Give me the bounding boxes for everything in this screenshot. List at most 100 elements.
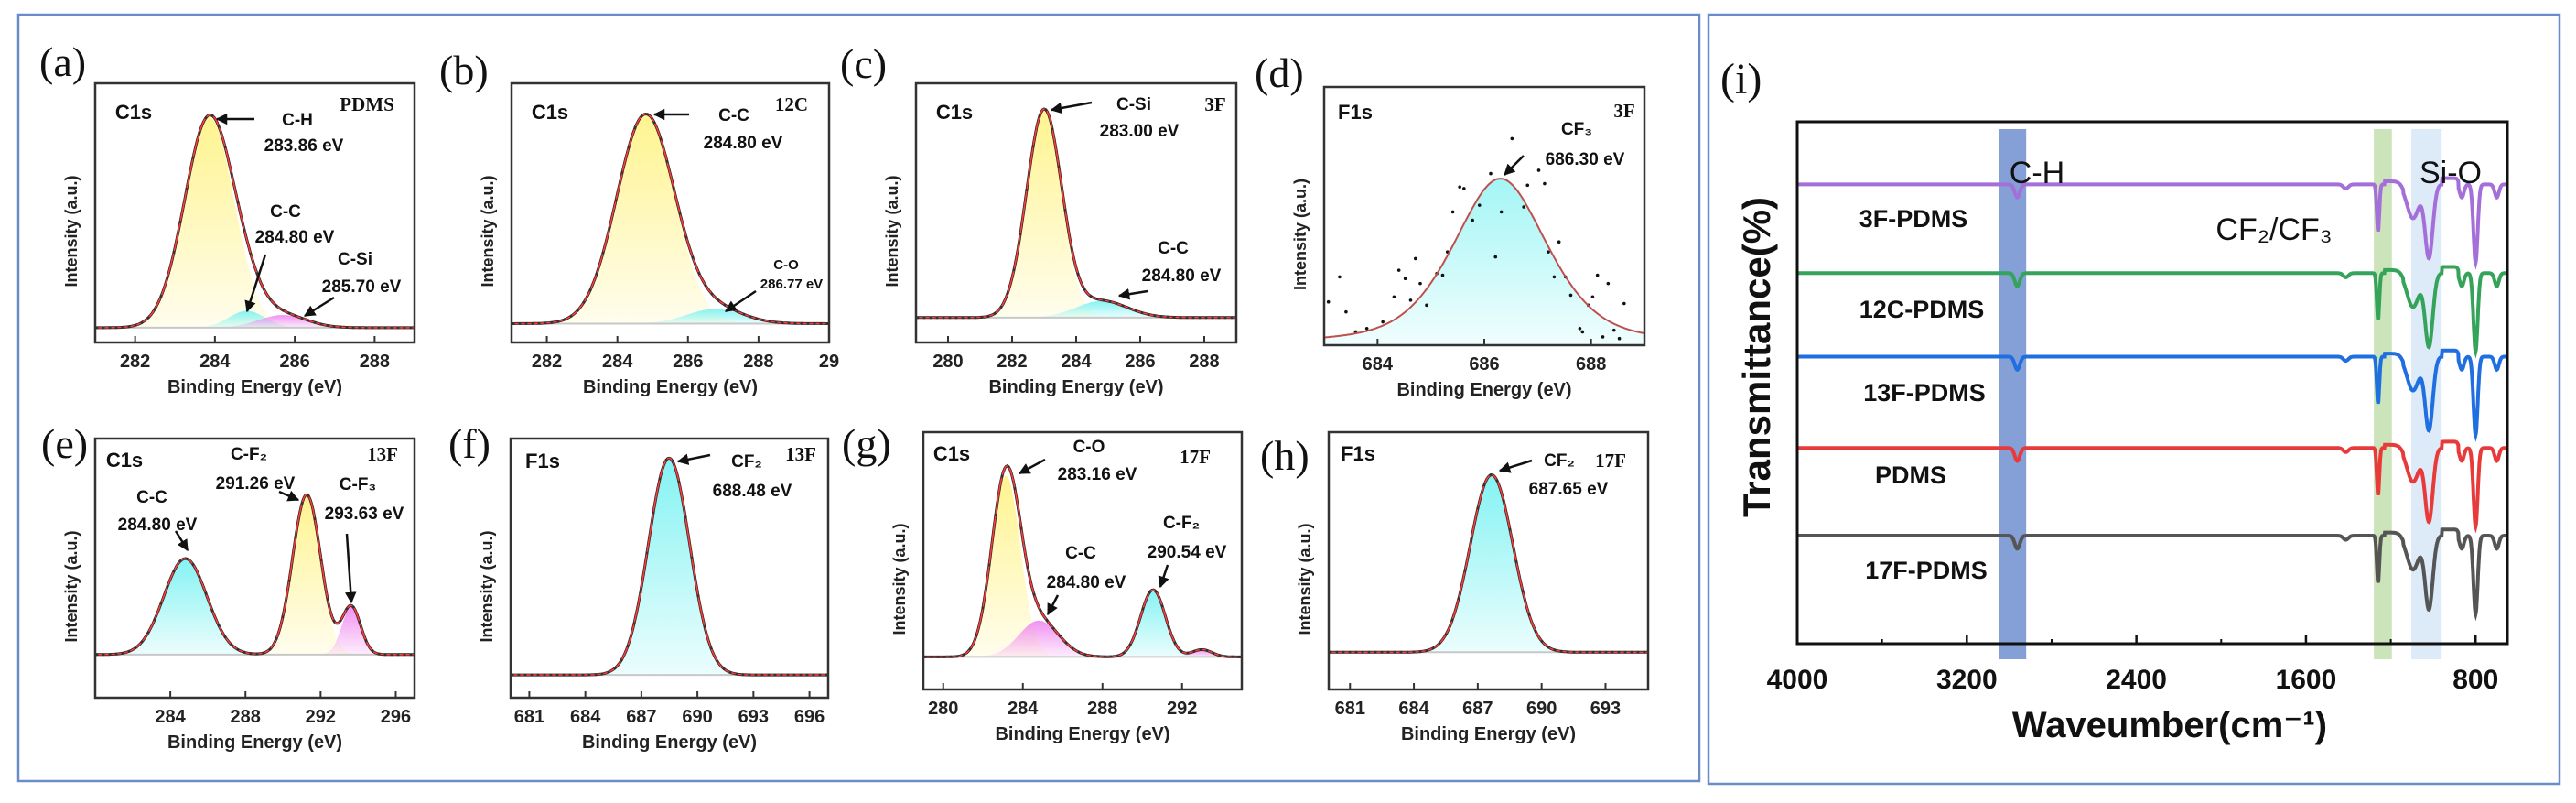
data-point: [230, 643, 233, 646]
data-point: [704, 284, 707, 288]
data-point: [1508, 527, 1512, 531]
peak-energy: 688.48 eV: [713, 482, 792, 501]
data-point: [1364, 327, 1369, 331]
data-point: [1406, 650, 1409, 654]
xps-panels: 282 284 286 288 Binding Energy (eV) Intensity…: [39, 38, 1650, 753]
data-point: [326, 597, 329, 601]
data-point: [780, 673, 783, 677]
data-point: [1476, 506, 1480, 510]
data-point: [800, 321, 803, 325]
plot-area: [916, 107, 1236, 320]
data-point: [1167, 624, 1170, 628]
peak-energy: 687.65 eV: [1529, 480, 1609, 499]
data-point: [1116, 654, 1119, 657]
peak-energy: 286.77 eV: [760, 277, 823, 292]
arrow-icon: [1117, 288, 1148, 300]
data-point: [1348, 650, 1352, 654]
peak-annotation: C-C 284.80 eV: [1117, 239, 1222, 300]
x-axis-title: Binding Energy (eV): [582, 732, 757, 753]
component-fill: [511, 458, 828, 676]
core-level-label: F1s: [1338, 101, 1373, 124]
x-tick-label: 687: [626, 707, 656, 727]
x-axis-title: Binding Energy (eV): [988, 377, 1163, 397]
core-level-label: C1s: [532, 101, 568, 124]
data-point: [146, 316, 150, 320]
data-point: [1166, 315, 1169, 319]
series-line: [1797, 265, 2507, 359]
core-level-label: C1s: [936, 101, 973, 124]
data-point: [1547, 646, 1550, 649]
data-point: [1438, 642, 1441, 646]
panel-label: (f): [448, 420, 490, 467]
data-point: [217, 624, 221, 627]
peak-name: C-Si: [1116, 95, 1151, 114]
data-point: [741, 673, 745, 677]
data-point: [608, 226, 611, 230]
data-point: [1606, 281, 1611, 286]
xps-panel-c: 280 282 284 286 288 Binding Energy (eV) Intens…: [840, 40, 1238, 397]
data-point: [178, 220, 182, 223]
series-line: [1797, 348, 2507, 442]
x-tick-label: 686: [1469, 354, 1499, 374]
x-axis-title: Binding Energy (eV): [167, 732, 342, 753]
data-point: [742, 312, 746, 316]
data-point: [773, 673, 777, 677]
series-line: [1797, 439, 2507, 534]
data-point: [1585, 650, 1589, 654]
data-point: [936, 655, 940, 658]
x-tick-label: 284: [155, 707, 186, 727]
data-point: [1141, 607, 1145, 611]
data-point: [102, 653, 105, 657]
peak-annotation: C-C 284.80 eV: [118, 488, 198, 552]
data-point: [1440, 273, 1445, 277]
x-tick-label: 288: [1087, 699, 1117, 719]
data-point: [326, 323, 329, 327]
sample-label: 12C: [775, 93, 808, 115]
data-point: [313, 320, 317, 324]
data-point: [275, 304, 278, 308]
x-axis-title: Binding Energy (eV): [167, 377, 342, 397]
data-point: [1521, 590, 1525, 593]
data-point: [594, 673, 598, 677]
data-point: [754, 673, 758, 677]
peak-annotation: C-C 284.80 eV: [1047, 544, 1126, 616]
data-point: [108, 653, 112, 657]
data-point: [178, 559, 182, 563]
data-point: [781, 321, 784, 325]
plot-frame: [93, 437, 416, 700]
data-point: [748, 673, 751, 677]
component-fill: [916, 110, 1236, 318]
plot-frame: [922, 430, 1244, 691]
data-point: [1095, 298, 1099, 301]
data-point: [1057, 165, 1061, 168]
data-point: [1109, 655, 1113, 658]
data-point: [664, 459, 668, 462]
data-point: [1482, 483, 1486, 487]
data-point: [793, 321, 797, 325]
data-point: [812, 673, 815, 677]
data-point: [735, 672, 738, 676]
data-point: [300, 502, 304, 505]
core-level-label: C1s: [106, 449, 143, 472]
x-tick-label: 288: [743, 352, 773, 372]
data-point: [1380, 650, 1384, 654]
data-point: [1045, 618, 1049, 622]
data-point: [999, 305, 1003, 309]
data-point: [1090, 654, 1094, 657]
data-point: [191, 563, 195, 567]
x-tick-label: 282: [997, 352, 1027, 372]
data-point: [1444, 633, 1448, 636]
peak-name: CF₃: [1561, 120, 1592, 139]
data-point: [523, 673, 527, 677]
data-point: [409, 326, 413, 330]
sample-label: 13F: [367, 443, 398, 465]
data-point: [632, 622, 636, 625]
data-point: [153, 308, 156, 311]
data-point: [275, 637, 278, 641]
peak-annotation: C-Si 285.70 eV: [303, 250, 402, 318]
data-point: [980, 315, 984, 319]
x-tick-label: 681: [514, 707, 544, 727]
data-point: [652, 511, 655, 515]
data-point: [1579, 650, 1582, 654]
data-point: [1083, 653, 1087, 657]
